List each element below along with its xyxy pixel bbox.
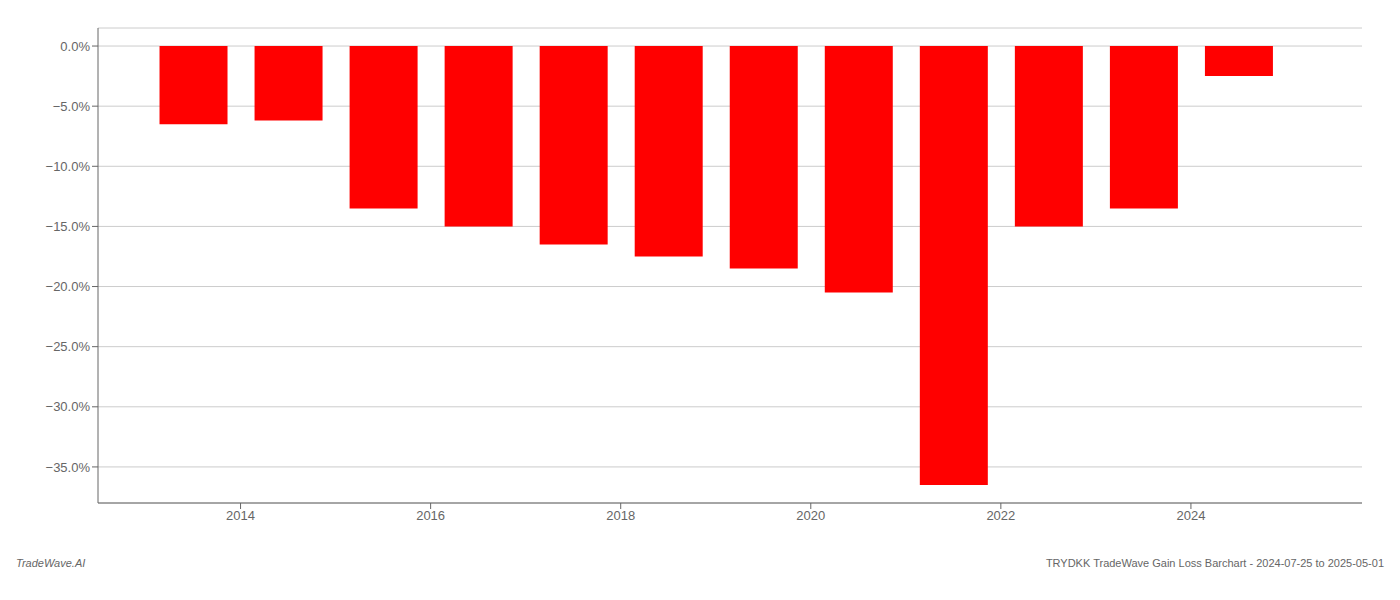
svg-text:−15.0%: −15.0% <box>46 219 91 234</box>
svg-text:0.0%: 0.0% <box>60 39 90 54</box>
svg-text:−10.0%: −10.0% <box>46 159 91 174</box>
svg-text:−30.0%: −30.0% <box>46 399 91 414</box>
html-text:TradeWave.AI: TradeWave.AI <box>16 557 86 569</box>
svg-text:2018: 2018 <box>606 508 635 523</box>
html-text:TRYDKK TradeWave Gain Loss Bar: TRYDKK TradeWave Gain Loss Barchart - 20… <box>1045 557 1384 569</box>
svg-text:2014: 2014 <box>226 508 255 523</box>
svg-text:−35.0%: −35.0% <box>46 460 91 475</box>
svg-text:2020: 2020 <box>796 508 825 523</box>
svg-text:2022: 2022 <box>986 508 1015 523</box>
svg-text:−5.0%: −5.0% <box>53 99 91 114</box>
svg-text:−25.0%: −25.0% <box>46 339 91 354</box>
svg-text:2024: 2024 <box>1176 508 1205 523</box>
svg-text:−20.0%: −20.0% <box>46 279 91 294</box>
svg-text:2016: 2016 <box>416 508 445 523</box>
